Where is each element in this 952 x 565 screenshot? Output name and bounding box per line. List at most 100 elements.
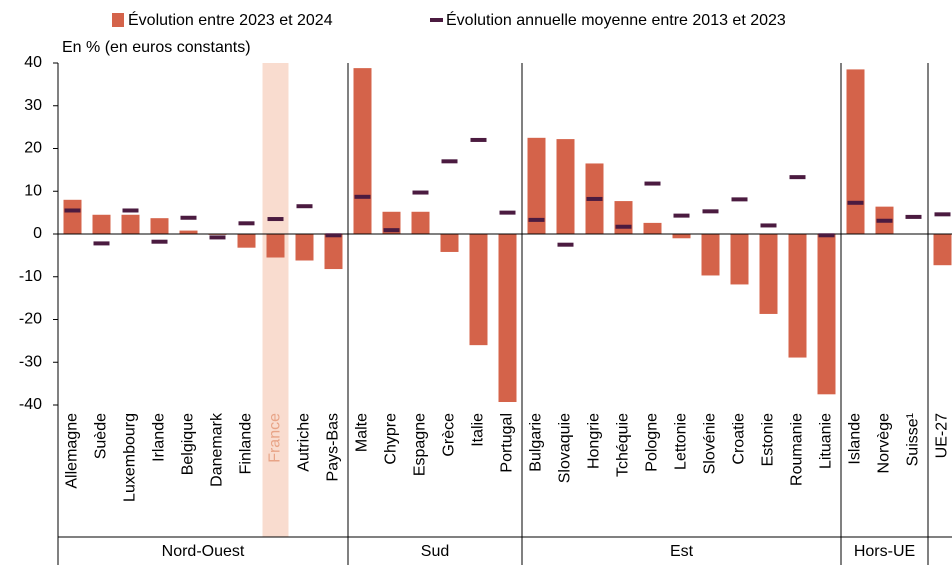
- x-tick-label: Norvège: [876, 413, 893, 474]
- average-marker: [644, 181, 661, 186]
- group-label: Sud: [421, 543, 449, 560]
- bar: [788, 234, 807, 358]
- x-tick-label: Malte: [354, 413, 371, 452]
- average-marker: [528, 217, 545, 222]
- group-label: Nord-Ouest: [162, 543, 245, 560]
- group-label: Hors-UE: [854, 543, 915, 560]
- highlight-band: [262, 63, 289, 537]
- average-marker: [441, 159, 458, 164]
- y-tick-label: 20: [24, 140, 42, 157]
- y-tick-label: 0: [33, 225, 42, 242]
- legend-swatch: [430, 18, 443, 22]
- bar: [353, 68, 372, 234]
- average-marker: [412, 190, 429, 195]
- x-tick-label: Suisse¹: [905, 413, 922, 466]
- x-tick-label: Danemark: [209, 412, 226, 487]
- bar: [730, 234, 749, 285]
- y-tick-label: -20: [19, 311, 42, 328]
- x-tick-label: Portugal: [499, 413, 516, 473]
- bar: [701, 234, 720, 276]
- bar: [817, 234, 836, 395]
- average-marker: [731, 197, 748, 202]
- bar: [672, 234, 691, 239]
- average-marker: [934, 212, 951, 217]
- x-tick-label: Lituanie: [818, 413, 835, 469]
- average-marker: [209, 235, 226, 240]
- x-tick-label: Irlande: [151, 413, 168, 462]
- average-marker: [267, 217, 284, 222]
- bar: [643, 222, 662, 234]
- bar: [759, 234, 778, 314]
- bar: [440, 234, 459, 252]
- average-marker: [499, 210, 516, 215]
- y-tick-label: -30: [19, 353, 42, 370]
- bar: [237, 234, 256, 248]
- y-tick-label: -10: [19, 268, 42, 285]
- y-tick-label: -40: [19, 396, 42, 413]
- x-tick-label: Roumanie: [789, 413, 806, 486]
- average-marker: [93, 241, 110, 246]
- x-tick-label: Finlande: [238, 413, 255, 474]
- bar: [556, 139, 575, 234]
- bar: [498, 234, 517, 403]
- x-tick-label: Allemagne: [64, 413, 81, 489]
- chart-subtitle: En % (en euros constants): [62, 39, 251, 56]
- bar: [121, 214, 140, 234]
- x-tick-label: Croatie: [731, 413, 748, 465]
- average-marker: [238, 221, 255, 226]
- x-tick-label: Estonie: [760, 413, 777, 466]
- x-tick-label: Pays-Bas: [325, 413, 342, 481]
- average-marker: [876, 218, 893, 223]
- legend-label: Évolution annuelle moyenne entre 2013 et…: [446, 10, 786, 29]
- x-tick-label: Italie: [470, 413, 487, 447]
- x-tick-label: Pologne: [644, 413, 661, 472]
- group-label: Est: [670, 543, 694, 560]
- x-tick-label: Bulgarie: [528, 413, 545, 472]
- x-tick-label: Islande: [847, 413, 864, 465]
- average-marker: [325, 233, 342, 238]
- bar: [411, 211, 430, 234]
- x-tick-label: Espagne: [412, 413, 429, 476]
- legend-label: Évolution entre 2023 et 2024: [128, 10, 333, 29]
- bar: [179, 230, 198, 234]
- average-marker: [470, 137, 487, 142]
- x-tick-label: Tchéquie: [615, 413, 632, 477]
- bar: [295, 234, 314, 261]
- x-tick-label: Hongrie: [586, 413, 603, 469]
- average-marker: [905, 214, 922, 219]
- bar: [527, 137, 546, 234]
- bar: [324, 234, 343, 270]
- x-tick-label: France: [267, 413, 284, 463]
- average-marker: [151, 239, 168, 244]
- average-marker: [615, 224, 632, 229]
- average-marker: [557, 242, 574, 247]
- x-tick-label: Belgique: [180, 413, 197, 475]
- bar: [614, 201, 633, 234]
- y-tick-label: 40: [24, 54, 42, 71]
- average-marker: [702, 209, 719, 214]
- bar: [92, 214, 111, 234]
- x-tick-label: Autriche: [296, 413, 313, 472]
- bar: [63, 199, 82, 234]
- x-tick-label: Lettonie: [673, 413, 690, 470]
- average-marker: [586, 196, 603, 201]
- y-tick-label: 10: [24, 182, 42, 199]
- legend-swatch: [112, 13, 124, 27]
- bar: [933, 234, 952, 266]
- average-marker: [673, 213, 690, 218]
- x-tick-label: Slovaquie: [557, 413, 574, 483]
- average-marker: [64, 208, 81, 213]
- bar: [150, 218, 169, 234]
- average-marker: [296, 204, 313, 209]
- average-marker: [180, 215, 197, 220]
- bar: [846, 69, 865, 234]
- x-tick-label: Chypre: [383, 413, 400, 465]
- average-marker: [760, 223, 777, 228]
- x-tick-label: Grèce: [441, 413, 458, 457]
- x-tick-label: Luxembourg: [122, 413, 139, 502]
- average-marker: [818, 233, 835, 238]
- average-marker: [847, 200, 864, 205]
- y-tick-label: 30: [24, 97, 42, 114]
- bar: [469, 234, 488, 346]
- average-marker: [789, 175, 806, 180]
